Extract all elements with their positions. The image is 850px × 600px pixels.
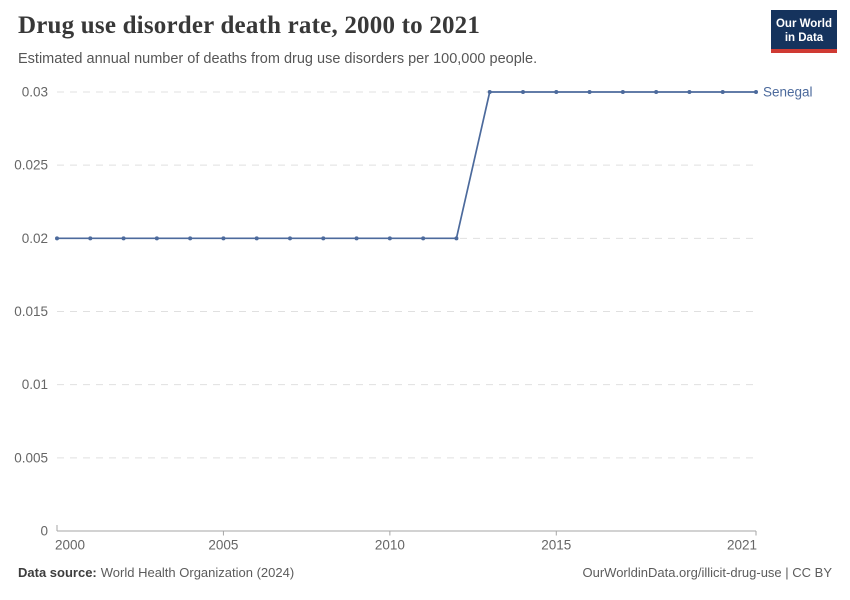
data-point[interactable] — [188, 236, 193, 241]
data-point[interactable] — [221, 236, 226, 241]
x-axis-tick-label: 2000 — [55, 538, 85, 553]
y-axis-tick-label: 0.03 — [22, 85, 48, 100]
chart-footer: Data source: World Health Organization (2… — [18, 565, 832, 580]
data-source-value: World Health Organization (2024) — [100, 565, 295, 580]
credit: OurWorldinData.org/illicit-drug-use | CC… — [582, 565, 832, 580]
y-axis-tick-label: 0 — [40, 524, 48, 539]
data-point[interactable] — [554, 90, 559, 94]
data-point[interactable] — [154, 236, 159, 241]
y-axis-tick-label: 0.01 — [22, 377, 48, 392]
chart-subtitle: Estimated annual number of deaths from d… — [18, 51, 538, 67]
data-point[interactable] — [88, 236, 93, 241]
data-point[interactable] — [387, 236, 392, 241]
data-point[interactable] — [687, 90, 692, 94]
credit-url-link[interactable]: OurWorldinData.org/illicit-drug-use — [582, 565, 782, 580]
y-axis-tick-label: 0.025 — [14, 158, 48, 173]
logo-line1: Our World — [775, 18, 832, 30]
x-axis-tick-label: 2010 — [375, 538, 405, 553]
data-line-senegal — [56, 91, 757, 240]
data-point[interactable] — [354, 236, 359, 241]
data-source-label: Data source: — [18, 565, 97, 580]
data-point[interactable] — [487, 90, 492, 94]
credit-license: | CC BY — [781, 565, 832, 580]
data-point[interactable] — [321, 236, 326, 241]
y-axis-tick-label: 0.005 — [14, 450, 48, 465]
data-point[interactable] — [254, 236, 259, 241]
data-point[interactable] — [288, 236, 292, 241]
data-point[interactable] — [620, 90, 625, 94]
x-axis-tick-label: 2021 — [727, 538, 757, 553]
data-point[interactable] — [521, 90, 525, 94]
y-axis-tick-label: 0.015 — [14, 304, 48, 319]
data-point[interactable] — [121, 236, 126, 241]
page-title: Drug use disorder death rate, 2000 to 20… — [18, 12, 481, 39]
data-point[interactable] — [654, 90, 659, 94]
data-point[interactable] — [587, 90, 592, 94]
data-point[interactable] — [454, 236, 459, 241]
owid-logo: Our World in Data — [771, 10, 837, 53]
data-source: Data source: World Health Organization (2… — [18, 565, 294, 580]
data-point[interactable] — [754, 90, 758, 94]
data-point[interactable] — [55, 236, 59, 241]
data-point[interactable] — [421, 236, 426, 241]
x-axis-tick-label: 2005 — [208, 538, 238, 553]
data-point[interactable] — [720, 90, 725, 94]
series-label-senegal[interactable]: Senegal — [763, 85, 813, 100]
x-axis-tick-label: 2015 — [541, 538, 571, 553]
y-axis-tick-label: 0.02 — [22, 231, 48, 246]
logo-line2: in Data — [784, 32, 824, 44]
